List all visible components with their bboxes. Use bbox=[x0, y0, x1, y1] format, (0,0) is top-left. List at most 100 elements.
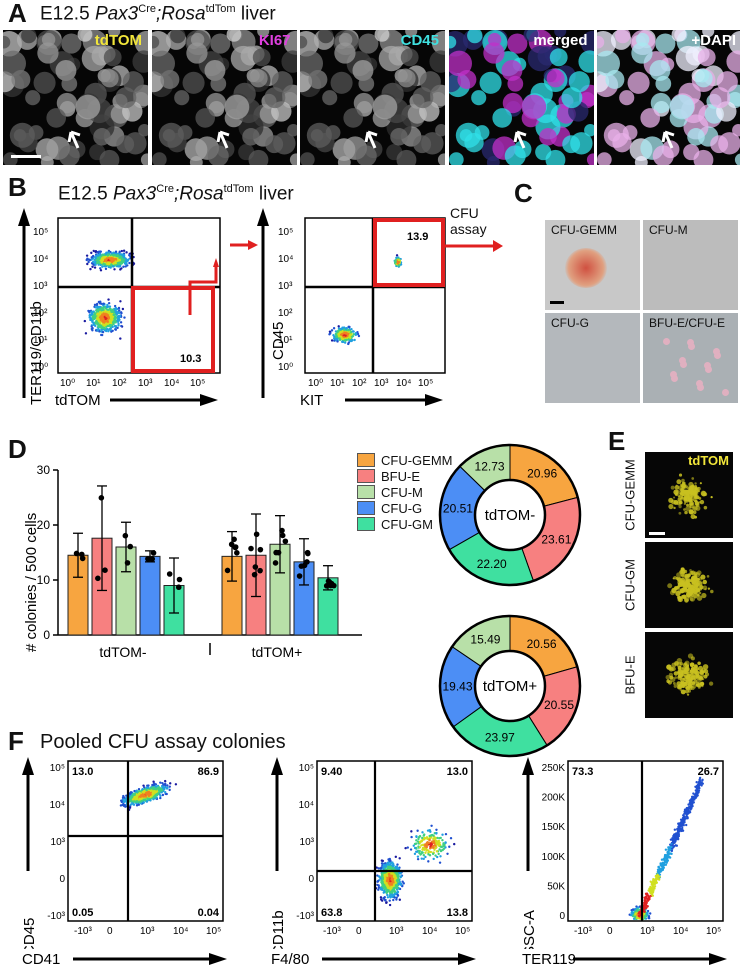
group-label: tdTOM- bbox=[99, 644, 147, 660]
dot bbox=[101, 330, 105, 334]
flow-plots-b: 10.3 13.9 TER119/CD11b tdTOM CD45 KIT 10… bbox=[18, 208, 503, 409]
x-tick-label: 0 bbox=[107, 926, 113, 937]
dot bbox=[107, 261, 110, 264]
data-point bbox=[175, 584, 182, 591]
signal-dot bbox=[688, 675, 691, 678]
dot bbox=[116, 315, 119, 318]
slice-value: 22.20 bbox=[477, 557, 507, 571]
cell bbox=[486, 155, 500, 165]
title-sup: Cre bbox=[156, 183, 174, 195]
dot bbox=[102, 318, 105, 321]
signal-dot bbox=[683, 508, 686, 511]
signal-dot bbox=[690, 667, 696, 673]
cell bbox=[61, 33, 82, 54]
colony-image: CFU-GEMM bbox=[545, 220, 640, 310]
data-point bbox=[150, 550, 157, 556]
signal-dot bbox=[683, 596, 690, 602]
donut-outline bbox=[438, 614, 582, 758]
dot bbox=[387, 862, 390, 866]
dot bbox=[348, 334, 352, 338]
cell bbox=[697, 48, 716, 67]
colony-blob bbox=[680, 361, 687, 368]
cell bbox=[151, 50, 175, 77]
arrow-head bbox=[213, 258, 219, 267]
cell bbox=[209, 33, 230, 54]
dot bbox=[690, 797, 694, 801]
dot bbox=[150, 789, 153, 792]
cell bbox=[597, 50, 620, 77]
dot bbox=[380, 866, 383, 869]
dot bbox=[106, 315, 109, 318]
dot bbox=[633, 908, 637, 911]
data-point bbox=[149, 556, 156, 562]
cell bbox=[491, 108, 512, 128]
panel-label-b: B bbox=[8, 172, 27, 202]
dot bbox=[84, 332, 88, 335]
dot bbox=[91, 320, 94, 323]
quadrant-value: 9.40 bbox=[321, 766, 342, 778]
dot bbox=[125, 251, 128, 254]
label-bg bbox=[16, 949, 66, 969]
cell bbox=[640, 108, 661, 128]
dot bbox=[345, 338, 348, 342]
dot bbox=[164, 785, 167, 789]
legend-item: BFU-E bbox=[357, 468, 453, 484]
dot bbox=[116, 262, 119, 265]
cell bbox=[435, 124, 445, 137]
signal-dot bbox=[673, 500, 679, 505]
dot bbox=[635, 909, 639, 912]
x-tick-label: 10⁴ bbox=[173, 926, 188, 937]
cell bbox=[479, 71, 502, 94]
dot bbox=[135, 804, 139, 807]
colony-blob bbox=[722, 389, 729, 396]
plot-frame bbox=[67, 760, 224, 922]
dot bbox=[413, 846, 417, 850]
signal-dot bbox=[700, 490, 707, 497]
dot bbox=[394, 884, 398, 887]
legend-label: CFU-G bbox=[381, 500, 423, 516]
cell bbox=[241, 128, 260, 146]
dot bbox=[165, 787, 169, 790]
dot bbox=[141, 788, 144, 791]
data-point bbox=[166, 571, 173, 577]
dot bbox=[112, 313, 115, 317]
signal-dot bbox=[670, 485, 675, 490]
dot bbox=[676, 833, 679, 837]
dot bbox=[673, 828, 677, 831]
dot bbox=[89, 316, 92, 320]
dot bbox=[90, 258, 93, 261]
dot bbox=[124, 798, 127, 801]
dot bbox=[340, 330, 344, 334]
signal-dot bbox=[678, 511, 682, 515]
data-point bbox=[228, 541, 235, 548]
dot bbox=[149, 799, 152, 802]
dot bbox=[122, 804, 125, 807]
data-point bbox=[124, 560, 131, 566]
dot bbox=[332, 327, 336, 330]
colony-label: CFU-G bbox=[551, 316, 589, 330]
dot bbox=[387, 873, 391, 876]
data-point bbox=[282, 538, 289, 545]
signal-dot bbox=[676, 585, 680, 589]
legend-swatch bbox=[357, 517, 375, 531]
cell bbox=[132, 50, 148, 73]
row-label: CFU-GM bbox=[622, 559, 638, 611]
signal-dot bbox=[665, 674, 671, 680]
flow-plot-ssca: 73.3 26.7-10³ 0 10³ 10⁴ 10⁵250K200K150K100K50… bbox=[516, 757, 727, 969]
title-sup: Cre bbox=[138, 3, 156, 15]
x-tick-label: 10¹ bbox=[330, 378, 345, 389]
quadrant-value: 13.0 bbox=[72, 766, 93, 778]
dot bbox=[423, 836, 426, 840]
signal-dot bbox=[680, 567, 685, 572]
title-gene: Pax3 bbox=[94, 3, 139, 25]
dot bbox=[685, 823, 688, 827]
dot bbox=[129, 798, 132, 801]
row-label: BFU-E bbox=[622, 655, 638, 695]
dot bbox=[418, 849, 421, 853]
dot bbox=[119, 337, 122, 340]
arrow-icon bbox=[661, 130, 675, 149]
dot bbox=[453, 842, 456, 846]
dot bbox=[135, 790, 138, 793]
dot bbox=[388, 899, 391, 902]
